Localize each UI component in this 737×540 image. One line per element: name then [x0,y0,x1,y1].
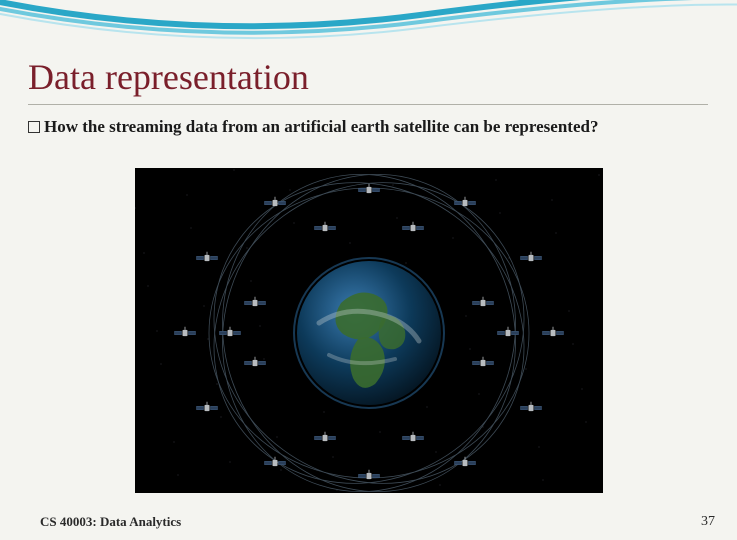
bullet-text: How the streaming data from an artificia… [44,117,598,136]
square-bullet-icon [28,121,40,133]
slide-title: Data representation [28,56,309,98]
bullet-line: How the streaming data from an artificia… [28,116,708,139]
slide-number: 37 [701,514,715,530]
title-underline [28,104,708,105]
satellite-constellation-figure [135,168,603,493]
footer-course-code: CS 40003: Data Analytics [40,514,181,530]
